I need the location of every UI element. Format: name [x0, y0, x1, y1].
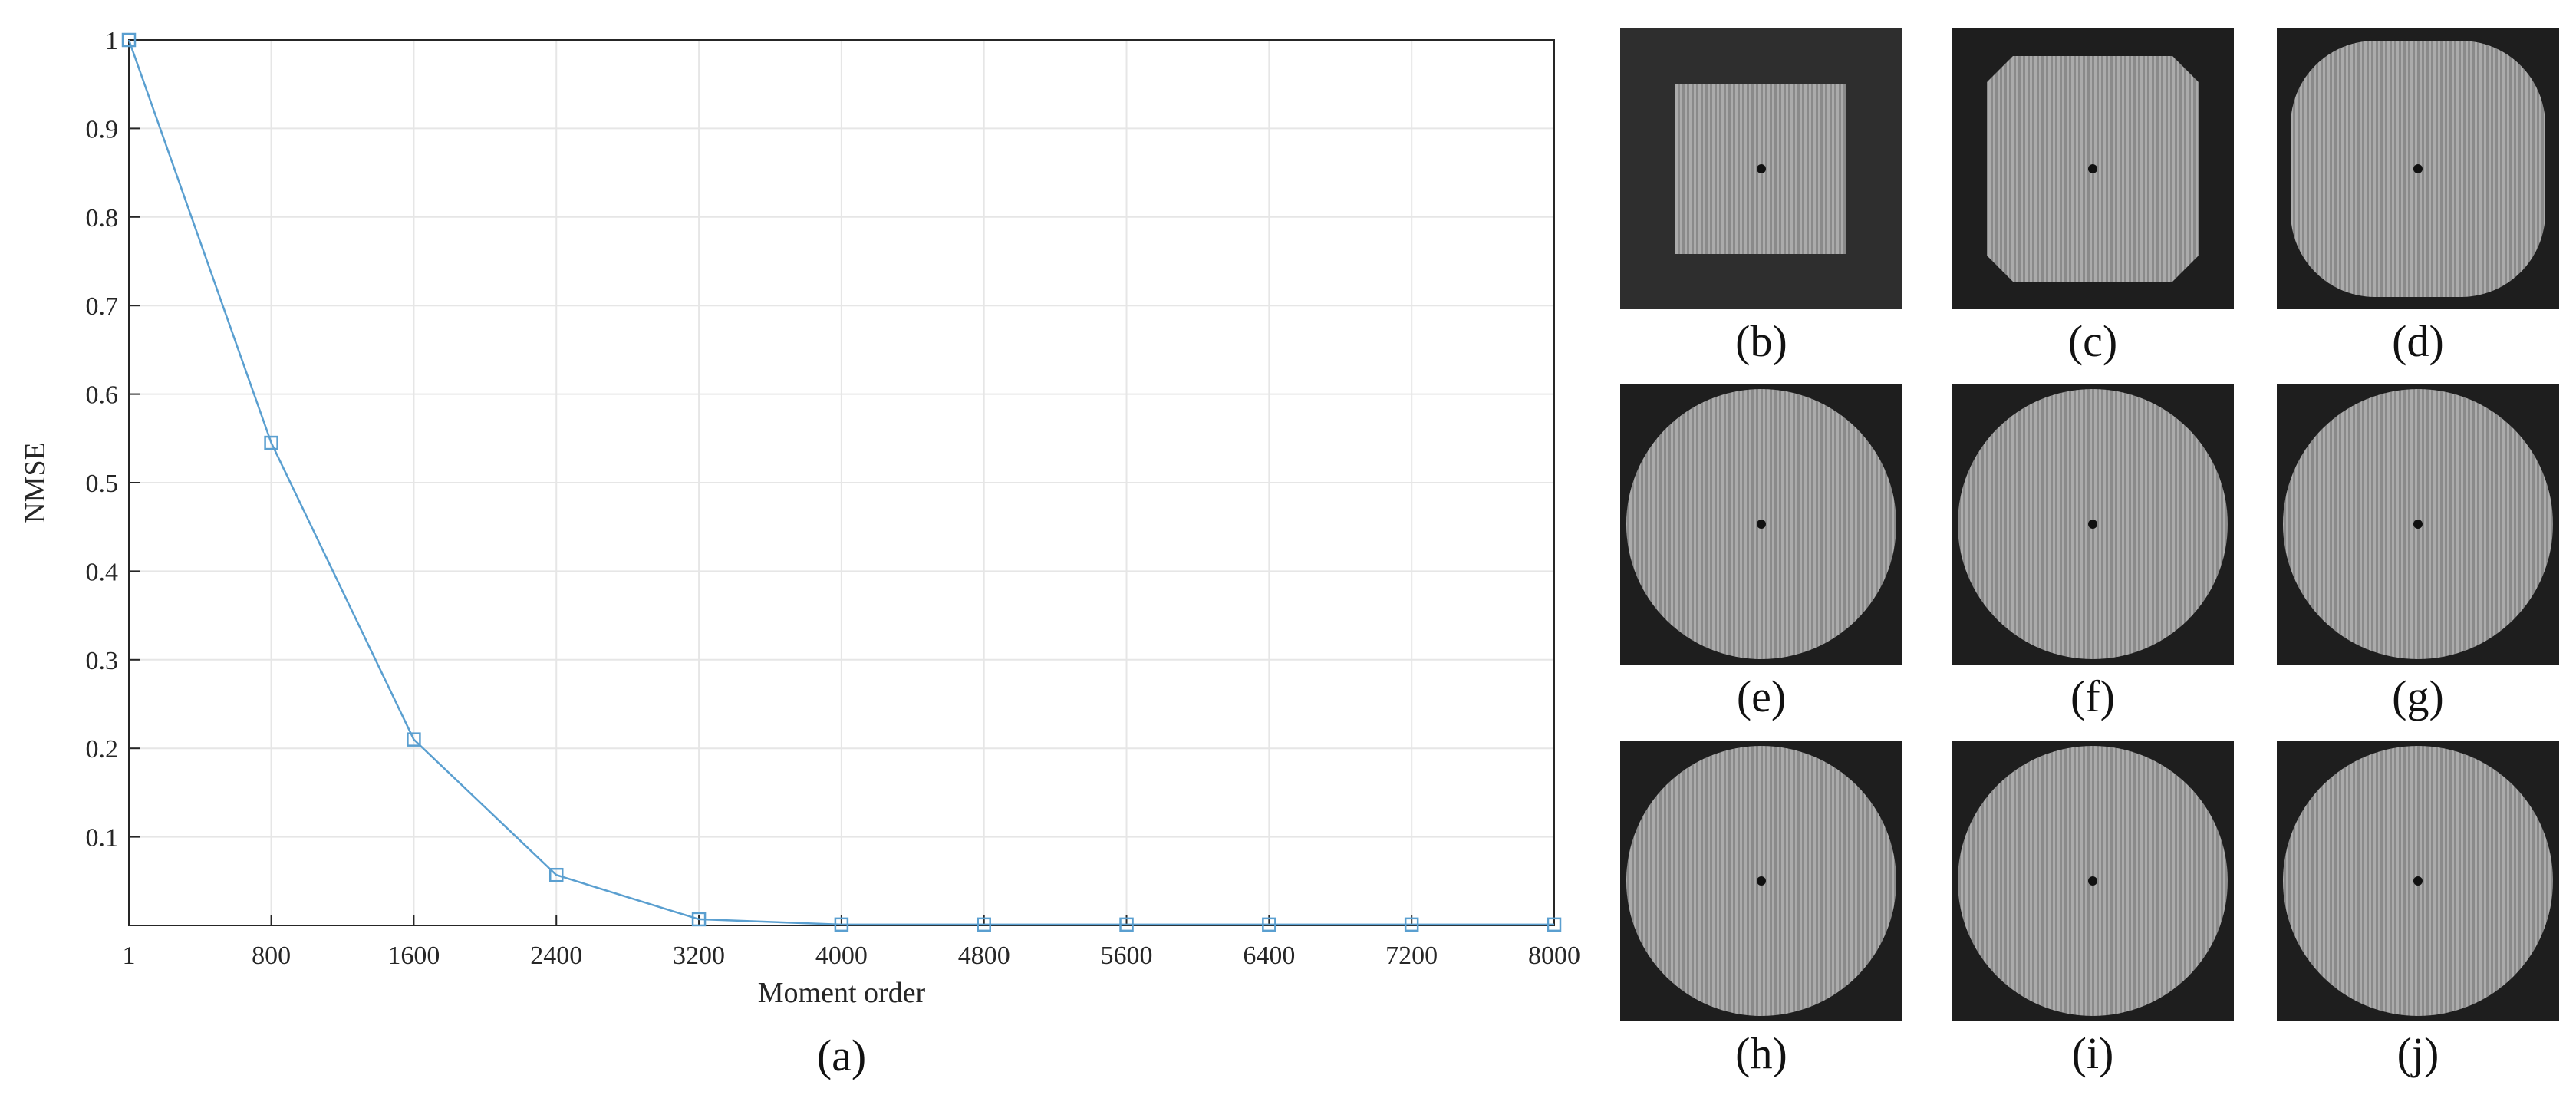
series-layer — [121, 32, 1562, 932]
thumbnail-label: (b) — [1735, 316, 1787, 366]
data-point — [264, 435, 278, 450]
y-axis-title: NMSE — [19, 442, 51, 523]
data-point — [691, 912, 707, 927]
data-point — [1547, 917, 1562, 932]
reconstruction-thumbnail — [1620, 28, 1902, 309]
y-tick-label: 0.2 — [86, 735, 119, 764]
y-tick-label: 0.3 — [86, 647, 119, 675]
thumbnail-label: (g) — [2392, 671, 2444, 721]
x-tick-label: 4000 — [815, 942, 868, 970]
data-point — [1119, 917, 1134, 932]
x-axis-title: Moment order — [758, 977, 926, 1009]
series-line — [127, 39, 1554, 926]
thumbnail-image — [2291, 41, 2545, 297]
panel-label-a: (a) — [817, 1031, 866, 1080]
thumbnail-image — [1675, 84, 1846, 254]
y-tick-label: 0.7 — [86, 292, 119, 321]
x-tick-label: 1 — [123, 942, 136, 970]
reconstruction-thumbnail — [1952, 384, 2234, 665]
y-tick-label: 0.6 — [86, 381, 119, 410]
data-point — [834, 917, 849, 932]
data-point — [407, 732, 421, 747]
y-tick-label: 0.5 — [86, 470, 119, 498]
x-tick-label: 3200 — [673, 942, 725, 970]
y-tick-label: 0.4 — [86, 558, 119, 586]
thumbnail-image — [2283, 746, 2553, 1016]
x-tick-label: 7200 — [1385, 942, 1438, 970]
reconstruction-thumbnail — [1952, 28, 2234, 309]
axis-ticks: 1 800 1600 2400 3200 4000 4800 5600 6400 7200 8000… — [86, 27, 1581, 970]
thumbnail-image — [1626, 389, 1896, 659]
x-tick-label: 8000 — [1528, 942, 1580, 970]
y-tick-label: 0.1 — [86, 824, 119, 853]
x-tick-label: 2400 — [530, 942, 582, 970]
thumbnail-label: (i) — [2071, 1028, 2114, 1078]
thumbnail-image — [2283, 389, 2553, 659]
thumbnail-label: (d) — [2392, 316, 2444, 366]
data-point — [548, 867, 564, 882]
reconstruction-thumbnail — [2277, 28, 2559, 309]
x-tick-label: 5600 — [1101, 942, 1153, 970]
thumbnail-image — [1987, 56, 2199, 282]
reconstruction-thumbnail — [1620, 384, 1902, 665]
thumbnail-image — [1958, 389, 2228, 659]
data-point — [1404, 917, 1419, 932]
x-tick-label: 1600 — [387, 942, 440, 970]
y-tick-label: 0.9 — [86, 115, 119, 143]
x-tick-label: 4800 — [958, 942, 1010, 970]
reconstruction-thumbnail — [1620, 741, 1902, 1021]
data-point — [1262, 917, 1276, 932]
thumbnail-label: (f) — [2070, 671, 2115, 721]
thumbnail-label: (e) — [1736, 671, 1787, 721]
grid — [129, 40, 1554, 925]
nmse-chart: 1 800 1600 2400 3200 4000 4800 5600 6400 7200 8000… — [19, 27, 1581, 1080]
thumbnail-image — [1958, 746, 2228, 1016]
data-point — [121, 32, 137, 48]
data-point — [977, 917, 991, 932]
thumbnail-label: (h) — [1735, 1028, 1787, 1078]
x-tick-label: 800 — [252, 942, 291, 970]
thumbnail-image — [1626, 746, 1896, 1016]
x-tick-label: 6400 — [1243, 942, 1295, 970]
y-tick-label: 1 — [105, 27, 118, 55]
thumbnail-label: (c) — [2067, 316, 2118, 366]
reconstruction-thumbnail — [2277, 741, 2559, 1021]
reconstruction-thumbnail — [2277, 384, 2559, 665]
thumbnail-label: (j) — [2396, 1028, 2439, 1078]
reconstruction-thumbnail — [1952, 741, 2234, 1021]
y-tick-label: 0.8 — [86, 204, 119, 233]
